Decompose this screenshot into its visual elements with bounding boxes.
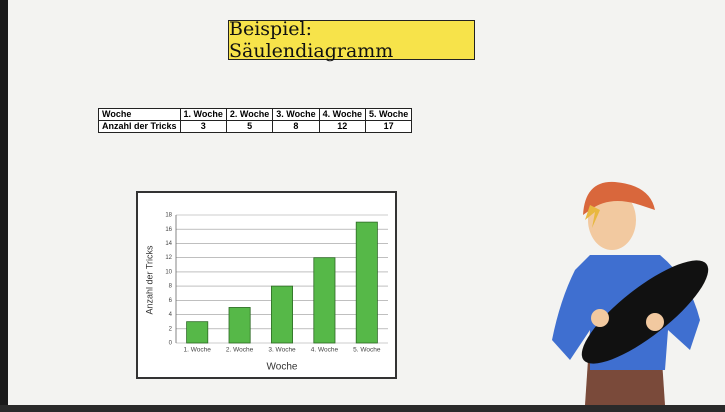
- bar: [314, 258, 335, 343]
- character: [552, 182, 721, 405]
- table-cell: 12: [319, 121, 365, 133]
- bar: [271, 286, 292, 343]
- y-tick-label: 18: [165, 213, 172, 219]
- title: Beispiel: Säulendiagramm: [229, 18, 474, 62]
- bottom-edge: [0, 405, 725, 412]
- x-tick-label: 3. Woche: [268, 347, 296, 354]
- x-tick-label: 5. Woche: [353, 347, 381, 354]
- table-cell: 17: [365, 121, 411, 133]
- y-tick-label: 12: [165, 255, 172, 261]
- y-tick-label: 16: [165, 227, 172, 233]
- bar: [356, 222, 377, 343]
- bar: [187, 322, 208, 343]
- table-cell: 3. Woche: [273, 109, 319, 121]
- table-cell: 3: [180, 121, 226, 133]
- hand: [646, 313, 664, 331]
- x-tick-label: 2. Woche: [226, 347, 254, 354]
- y-tick-label: 14: [165, 241, 172, 247]
- table-cell: 5: [226, 121, 272, 133]
- x-axis-label: Woche: [267, 362, 298, 373]
- hand: [591, 309, 609, 327]
- table-cell: Woche: [99, 109, 181, 121]
- table-cell: 8: [273, 121, 319, 133]
- x-tick-label: 1. Woche: [184, 347, 212, 354]
- y-tick-label: 10: [165, 269, 172, 275]
- table-cell: 4. Woche: [319, 109, 365, 121]
- bar: [229, 307, 250, 343]
- table-cell: 5. Woche: [365, 109, 411, 121]
- table-cell: 2. Woche: [226, 109, 272, 121]
- table-cell: 1. Woche: [180, 109, 226, 121]
- table-cell: Anzahl der Tricks: [99, 121, 181, 133]
- x-tick-label: 4. Woche: [311, 347, 339, 354]
- title-sign: Beispiel: Säulendiagramm: [228, 20, 475, 60]
- y-axis-label: Anzahl der Tricks: [144, 245, 154, 315]
- video-frame: Anzahl der Tricks Woche 0246810121416181…: [0, 0, 725, 412]
- left-edge: [0, 0, 8, 412]
